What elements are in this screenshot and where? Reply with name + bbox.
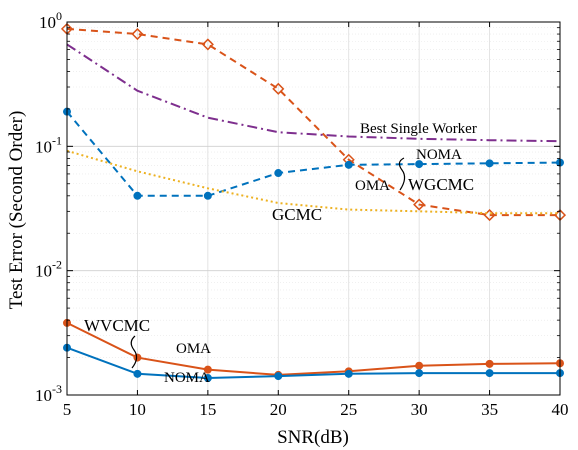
y-tick-label: 10-3 <box>35 382 62 405</box>
series-line-wvcmc_oma <box>66 322 561 376</box>
plot-frame <box>66 21 561 396</box>
x-tick-label: 25 <box>340 400 357 419</box>
data-point-wvcmc_noma <box>485 369 494 378</box>
x-tick-label: 10 <box>129 400 146 419</box>
x-tick-label: 20 <box>270 400 287 419</box>
oma-bottom-label: OMA <box>176 341 211 357</box>
y-tick-label: 100 <box>39 9 62 32</box>
data-point-wvcmc_noma <box>344 369 353 378</box>
data-point-wvcmc_noma <box>133 369 142 378</box>
tick-labels: 5 10 15 20 25 30 35 40 10-3 10-2 10-1 100 <box>35 9 569 419</box>
best-single-worker-label: Best Single Worker <box>360 121 477 137</box>
annotations: Best Single Worker NOMA OMA WGCMC GCMC W… <box>84 121 477 386</box>
data-point-wvcmc_noma <box>415 369 424 378</box>
data-point-wgcmc_oma <box>131 27 144 41</box>
axis-ticks <box>66 21 561 396</box>
oma-top-label: OMA <box>355 178 390 194</box>
series-layer <box>60 22 567 383</box>
data-point-wgcmc_noma <box>415 160 424 169</box>
series-line-wvcmc_noma <box>66 346 560 380</box>
data-point-wgcmc_noma <box>133 191 142 200</box>
series-line-best_single <box>66 43 561 143</box>
noma-bottom-label: NOMA <box>164 370 210 386</box>
series-line-gcmc <box>66 149 560 215</box>
series-line-wgcmc_oma <box>66 27 560 217</box>
y-axis-label: Test Error (Second Order) <box>6 111 27 310</box>
data-point-wvcmc_noma <box>203 374 212 383</box>
data-point-wvcmc_oma <box>485 359 494 368</box>
data-point-wgcmc_noma <box>203 191 212 200</box>
data-point-wgcmc_noma <box>274 169 283 178</box>
data-point-wvcmc_oma <box>415 361 424 370</box>
x-tick-label: 40 <box>552 400 569 419</box>
x-tick-label: 30 <box>411 400 428 419</box>
noma-top-label: NOMA <box>416 147 462 163</box>
x-tick-label: 5 <box>63 400 72 419</box>
data-point-wgcmc_oma <box>413 198 426 211</box>
x-tick-label: 15 <box>199 400 216 419</box>
wvcmc-brace <box>130 335 138 369</box>
data-point-wgcmc_noma <box>344 160 353 169</box>
wgcmc-brace <box>398 157 406 191</box>
y-tick-label: 10-1 <box>35 133 62 156</box>
x-axis-label: SNR(dB) <box>277 427 349 448</box>
data-point-wvcmc_oma <box>133 353 142 362</box>
wvcmc-label: WVCMC <box>84 316 150 335</box>
data-point-wgcmc_noma <box>485 159 494 168</box>
y-tick-label: 10-2 <box>35 258 62 281</box>
gcmc-label: GCMC <box>272 205 322 224</box>
series-line-wgcmc_noma <box>66 111 561 197</box>
wgcmc-label: WGCMC <box>408 175 474 194</box>
data-point-wvcmc_oma <box>203 365 212 374</box>
data-point-wvcmc_noma <box>274 372 283 381</box>
x-tick-label: 35 <box>481 400 498 419</box>
data-point-wgcmc_oma <box>272 82 285 95</box>
data-point-wgcmc_oma <box>201 38 214 51</box>
grid <box>67 22 560 395</box>
